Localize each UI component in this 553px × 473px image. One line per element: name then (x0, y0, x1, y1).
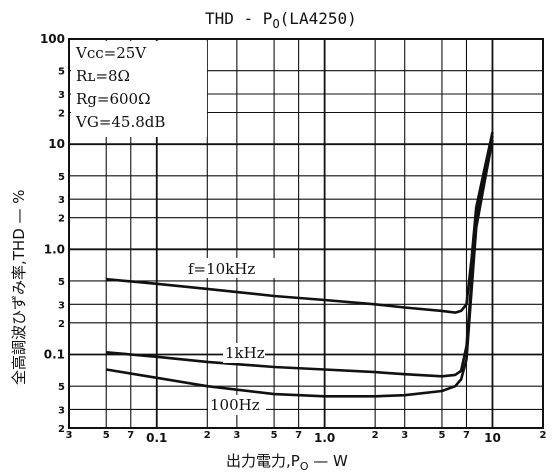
x-tick-label: 1.0 (314, 431, 335, 445)
x-tick-label: 2 (204, 430, 211, 441)
conditions-box-background (71, 41, 207, 137)
condition-rl: Rʟ=8Ω (76, 67, 130, 85)
label-bg-10khz (186, 258, 286, 278)
y-axis-label: 全高調波ひずみ率,THD — % (10, 189, 28, 385)
grid-lines (68, 38, 544, 429)
data-series (105, 131, 494, 398)
y-tick-label: 0.1 (44, 347, 65, 361)
y-tick-label: 3 (58, 405, 65, 416)
x-tick-label: 10 (484, 431, 501, 445)
y-tick-label: 2 (58, 109, 65, 120)
y-tick-labels: 100 5 3 2 10 5 3 2 1.0 5 3 2 0.1 5 3 2 (40, 32, 65, 435)
y-tick-label: 5 (58, 172, 65, 183)
curve-label-1khz: 1kHz (225, 344, 265, 362)
y-tick-label: 5 (58, 67, 65, 78)
y-tick-label: 2 (58, 214, 65, 225)
chart-title: THD - PO(LA4250) (205, 9, 357, 31)
x-tick-label: 2 (540, 430, 547, 441)
x-tick-label: 5 (438, 430, 445, 441)
label-bg-100hz (208, 395, 266, 415)
x-tick-label: 3 (66, 430, 73, 441)
x-tick-label: 7 (295, 430, 302, 441)
y-tick-label: 3 (58, 195, 65, 206)
x-tick-label: 2 (372, 430, 379, 441)
y-tick-label: 3 (58, 90, 65, 101)
label-bg-1khz (223, 343, 265, 363)
x-tick-label: 3 (401, 430, 408, 441)
x-tick-label: 7 (127, 430, 134, 441)
x-tick-label: 5 (103, 430, 110, 441)
curve-label-10khz: f=10kHz (188, 260, 255, 278)
curve-labels: f=10kHz 1kHz 100Hz (186, 258, 286, 415)
x-tick-label: 3 (233, 430, 240, 441)
y-tick-label: 2 (58, 424, 65, 435)
y-tick-label: 5 (58, 277, 65, 288)
x-axis-label: 出力電力,PO — W (226, 452, 348, 473)
series-line-100hz (105, 139, 494, 398)
y-tick-label: 5 (58, 382, 65, 393)
conditions-box: Vᴄᴄ=25V Rʟ=8Ω Rg=600Ω VG=45.8dB (71, 41, 207, 137)
x-tick-label: 7 (463, 430, 470, 441)
y-tick-label: 100 (40, 32, 65, 46)
x-tick-label: 5 (271, 430, 278, 441)
x-tick-label: 0.1 (146, 431, 167, 445)
condition-vcc: Vᴄᴄ=25V (75, 44, 147, 62)
series-line-1khz (106, 135, 494, 378)
y-tick-label: 10 (48, 137, 65, 151)
x-tick-labels: 3 5 7 0.1 2 3 5 7 1.0 2 3 5 7 10 2 (66, 430, 547, 445)
curve-label-100hz: 100Hz (210, 396, 260, 414)
condition-rg: Rg=600Ω (76, 90, 151, 108)
y-tick-label: 2 (58, 319, 65, 330)
series-line-f-10khz (106, 131, 494, 314)
plot-frame (68, 38, 544, 429)
y-tick-label: 3 (58, 300, 65, 311)
y-tick-label: 1.0 (44, 242, 65, 256)
condition-vg: VG=45.8dB (75, 113, 165, 131)
